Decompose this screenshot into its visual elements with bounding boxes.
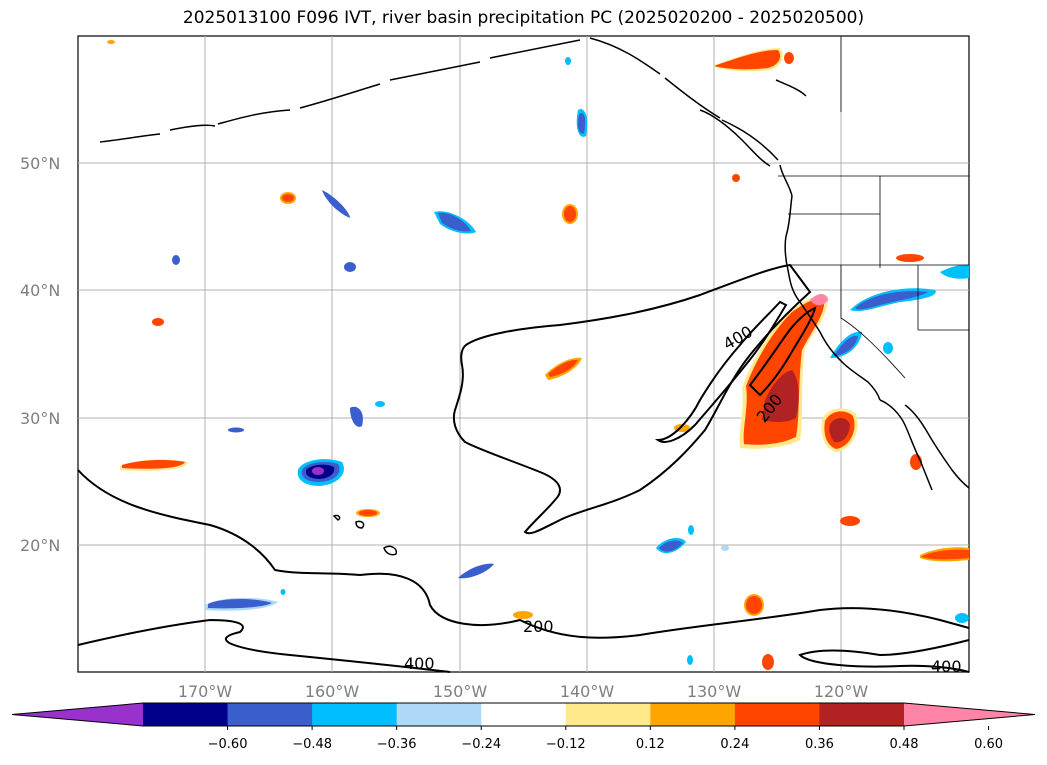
map-frame <box>77 35 970 673</box>
negative-pc-region <box>577 112 586 134</box>
colorbar-tick-label: −0.12 <box>546 737 586 752</box>
ivt-contour-200 <box>748 306 817 397</box>
colorbar-segment <box>143 703 229 726</box>
lon-tick-label: 170°W <box>178 682 233 701</box>
positive-pc-region <box>513 611 533 619</box>
colorbar-outline <box>11 702 1036 727</box>
negative-pc-region <box>344 262 356 272</box>
negative-pc-region <box>322 190 350 218</box>
negative-pc-region <box>350 406 363 427</box>
colorbar-segment <box>227 703 313 726</box>
positive-pc-region <box>282 194 294 202</box>
positive-pc-region <box>122 460 185 469</box>
graticule <box>78 36 969 672</box>
lon-tick-label: 160°W <box>305 682 360 701</box>
negative-pc-region <box>855 291 928 310</box>
negative-pc-region <box>659 540 683 552</box>
alaska-coast <box>99 37 793 197</box>
colorbar-segment <box>565 703 651 726</box>
negative-pc-region <box>688 525 694 535</box>
positive-pc-region <box>359 510 377 516</box>
positive-pc-region <box>922 549 969 560</box>
contour-label: 400 <box>931 657 962 676</box>
positive-pc-region <box>746 596 762 614</box>
positive-pc-region <box>896 254 924 262</box>
colorbar-segment <box>396 703 482 726</box>
colorbar-segment <box>734 703 820 726</box>
colorbar-segment <box>650 703 736 726</box>
ivt-contour-200 <box>452 263 812 535</box>
negative-pc-region <box>438 212 471 232</box>
positive-pc-region <box>743 298 825 445</box>
colorbar-tick-label: 0.24 <box>720 737 749 752</box>
coastlines <box>99 37 970 556</box>
positive-pc-region <box>762 370 799 422</box>
positive-pc-region <box>762 654 774 670</box>
latitude-labels: 50°N 40°N 30°N 20°N <box>20 154 60 555</box>
colorbar: −0.60 −0.48 −0.36 −0.24 −0.12 0.12 0.24 0.36 0.4… <box>11 702 1036 752</box>
state-borders <box>788 176 969 379</box>
negative-pc-region <box>955 613 969 623</box>
colorbar-tick-label: 0.60 <box>974 737 1003 752</box>
contour-label: 200 <box>523 617 554 636</box>
positive-pc-region <box>107 40 115 44</box>
precipitation-field <box>107 40 969 670</box>
negative-pc-region <box>208 599 272 609</box>
colorbar-tick-label: 0.12 <box>636 737 665 752</box>
lat-tick-label: 20°N <box>20 536 60 555</box>
colorbar-tick-label: 0.48 <box>890 737 919 752</box>
ivt-contours <box>77 263 970 673</box>
negative-pc-region <box>883 342 893 354</box>
lat-tick-label: 50°N <box>20 154 60 173</box>
lon-tick-label: 140°W <box>560 682 615 701</box>
negative-pc-region <box>375 401 385 407</box>
negative-pc-region <box>834 335 858 356</box>
positive-pc-region <box>152 318 164 326</box>
negative-pc-region <box>940 264 969 279</box>
positive-pc-region <box>732 174 740 182</box>
colorbar-tick-label: −0.36 <box>377 737 417 752</box>
colorbar-extend-min <box>12 703 143 726</box>
negative-pc-region <box>172 255 180 265</box>
positive-pc-region <box>840 516 860 526</box>
contour-label: 400 <box>404 654 435 673</box>
colorbar-tick-label: −0.48 <box>292 737 332 752</box>
positive-pc-region <box>548 359 578 377</box>
baja-coast <box>879 399 970 491</box>
lon-tick-label: 130°W <box>687 682 742 701</box>
colorbar-tick-label: 0.36 <box>805 737 834 752</box>
negative-pc-region <box>565 57 571 65</box>
hawaii-islands <box>332 514 398 556</box>
ivt-contour-400 <box>77 618 451 673</box>
positive-pc-region <box>564 206 576 222</box>
bc-coast <box>699 79 807 167</box>
lat-tick-label: 40°N <box>20 281 60 300</box>
negative-pc-region <box>687 655 693 665</box>
positive-pc-region <box>784 52 794 64</box>
longitude-labels: 170°W 160°W 150°W 140°W 130°W 120°W <box>178 682 869 701</box>
colorbar-segment <box>819 703 905 726</box>
positive-pc-region <box>714 50 781 70</box>
ivt-contour-400 <box>798 639 970 673</box>
colorbar-segment <box>312 703 398 726</box>
negative-pc-region <box>312 467 324 475</box>
colorbar-segment <box>481 703 567 726</box>
colorbar-tick-label: −0.24 <box>461 737 501 752</box>
lat-tick-label: 30°N <box>20 409 60 428</box>
colorbar-extend-max <box>904 703 1035 726</box>
positive-pc-region <box>829 418 850 443</box>
ivt-contour-400 <box>654 300 788 443</box>
ivt-contour-400 <box>77 469 970 639</box>
lon-tick-label: 150°W <box>433 682 488 701</box>
political-borders <box>778 36 969 379</box>
negative-pc-region <box>228 427 244 433</box>
negative-pc-region <box>280 589 286 595</box>
map-title: 2025013100 F096 IVT, river basin precipi… <box>182 8 865 28</box>
lon-tick-label: 120°W <box>814 682 869 701</box>
negative-pc-region <box>458 563 494 579</box>
negative-pc-region <box>721 545 729 551</box>
colorbar-tick-label: −0.60 <box>208 737 248 752</box>
positive-pc-region <box>810 294 828 306</box>
